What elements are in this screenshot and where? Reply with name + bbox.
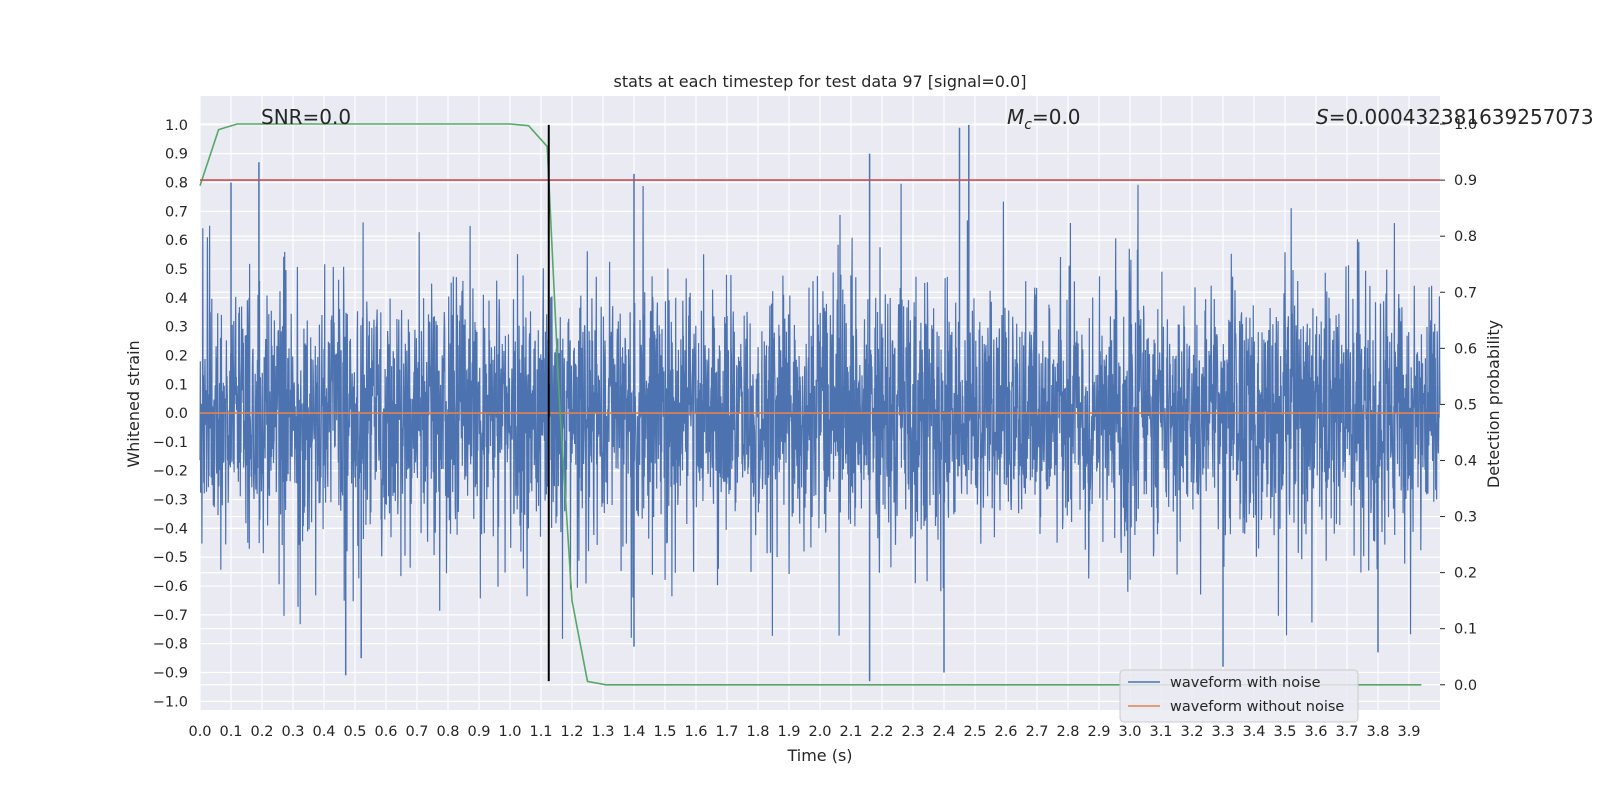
x-tick-label: 3.1 (1149, 724, 1172, 740)
x-axis-label: Time (s) (786, 746, 852, 765)
y-axis-label-left: Whitened strain (124, 340, 143, 467)
annotation-s-value: =0.000432381639257073 (1329, 105, 1594, 129)
y-tick-label-right: 0.9 (1454, 173, 1477, 189)
legend-label-noise: waveform with noise (1170, 675, 1321, 691)
x-tick-label: 1.9 (777, 724, 800, 740)
x-tick-label: 2.1 (839, 724, 862, 740)
y-tick-label-left: −0.1 (153, 435, 188, 451)
annotation-snr: SNR=0.0 (261, 105, 351, 129)
y-tick-label-right: 0.5 (1454, 397, 1477, 413)
x-tick-label: 0.7 (405, 724, 428, 740)
y-tick-labels-right: 0.0 0.1 0.2 0.3 0.4 0.5 0.6 0.7 0.8 0.9 1.0 (1440, 117, 1477, 694)
annotation-mc-subscript: c (1024, 117, 1032, 133)
x-tick-label: 1.2 (560, 724, 583, 740)
x-tick-label: 3.7 (1335, 724, 1358, 740)
x-tick-label: 0.3 (281, 724, 304, 740)
y-tick-label-right: 0.3 (1454, 510, 1477, 526)
y-tick-label-left: 0.2 (165, 348, 188, 364)
legend-label-clean: waveform without noise (1170, 699, 1344, 715)
y-tick-label-left: −1.0 (153, 694, 188, 710)
x-tick-label: 0.2 (250, 724, 273, 740)
y-tick-label-left: 0.4 (165, 291, 188, 307)
y-tick-label-left: −0.6 (153, 579, 188, 595)
x-tick-label: 2.9 (1087, 724, 1110, 740)
x-tick-label: 2.7 (1025, 724, 1048, 740)
annotation-mc: Mc=0.0 (1007, 105, 1081, 133)
x-tick-label: 1.8 (746, 724, 769, 740)
x-tick-label: 3.0 (1118, 724, 1141, 740)
x-tick-label: 3.2 (1180, 724, 1203, 740)
y-axis-label-right: Detection probability (1484, 320, 1503, 488)
x-tick-label: 1.5 (653, 724, 676, 740)
x-tick-label: 1.3 (591, 724, 614, 740)
legend-box (1119, 669, 1359, 723)
y-tick-label-right: 0.8 (1454, 229, 1477, 245)
y-tick-label-left: −0.7 (153, 608, 188, 624)
annotation-s-symbol: S (1316, 105, 1329, 129)
x-tick-label: 3.3 (1211, 724, 1234, 740)
x-tick-label: 3.4 (1242, 724, 1265, 740)
x-tick-label: 0.8 (436, 724, 459, 740)
x-tick-label: 1.6 (684, 724, 707, 740)
noise-waveform-path (199, 183, 1441, 639)
x-tick-label: 1.4 (622, 724, 645, 740)
y-tick-label-left: 0.6 (165, 233, 188, 249)
y-tick-label-right: 0.4 (1454, 453, 1477, 469)
x-tick-label: 1.0 (498, 724, 521, 740)
x-tick-label: 3.5 (1273, 724, 1296, 740)
y-tick-label-right: 1.0 (1454, 117, 1477, 133)
y-tick-label-left: 0.0 (165, 406, 188, 422)
annotation-s: S=0.000432381639257073 (1316, 105, 1594, 129)
annotation-mc-value: =0.0 (1032, 105, 1081, 129)
x-tick-label: 0.1 (219, 724, 242, 740)
x-tick-label: 2.8 (1056, 724, 1079, 740)
y-tick-label-left: −0.8 (153, 637, 188, 653)
y-tick-label-right: 0.6 (1454, 341, 1477, 357)
y-tick-label-left: 0.5 (165, 262, 188, 278)
y-tick-label-left: −0.3 (153, 493, 188, 509)
y-tick-label-left: 0.7 (165, 204, 188, 220)
series-line-3 (199, 123, 1422, 686)
y-tick-labels-left: −1.0 −0.9 −0.8 −0.7 −0.6 −0.5 −0.4 −0.3 −0.2 −0.1… (153, 118, 188, 711)
x-tick-label: 0.4 (312, 724, 335, 740)
y-tick-label-left: 0.1 (165, 377, 188, 393)
x-tick-label: 2.2 (870, 724, 893, 740)
x-tick-label: 0.6 (374, 724, 397, 740)
series-waveform-with-noise (199, 124, 1441, 682)
x-tick-label: 1.7 (715, 724, 738, 740)
y-tick-label-left: −0.2 (153, 464, 188, 480)
y-tick-label-left: 1.0 (165, 118, 188, 134)
chart-title: stats at each timestep for test data 97 … (614, 72, 1027, 91)
x-tick-label: 0.0 (188, 724, 211, 740)
legend: waveform with noise waveform without noi… (1119, 669, 1359, 723)
y-tick-label-right: 0.0 (1454, 678, 1477, 694)
y-tick-label-right: 0.7 (1454, 285, 1477, 301)
x-tick-label: 3.9 (1397, 724, 1420, 740)
x-tick-label: 2.0 (808, 724, 831, 740)
x-tick-label: 2.5 (963, 724, 986, 740)
series-lines (199, 123, 1440, 686)
x-tick-label: 3.8 (1366, 724, 1389, 740)
x-tick-label: 0.9 (467, 724, 490, 740)
x-tick-label: 1.1 (529, 724, 552, 740)
x-tick-label: 3.6 (1304, 724, 1327, 740)
y-tick-label-left: 0.3 (165, 320, 188, 336)
annotation-mc-symbol: M (1007, 105, 1024, 129)
y-tick-label-left: −0.4 (153, 521, 188, 537)
y-tick-label-left: 0.8 (165, 175, 188, 191)
x-tick-label: 2.6 (994, 724, 1017, 740)
x-tick-label: 2.3 (901, 724, 924, 740)
y-tick-label-right: 0.2 (1454, 566, 1477, 582)
y-tick-label-left: −0.9 (153, 666, 188, 682)
x-tick-label: 2.4 (932, 724, 955, 740)
y-tick-label-left: −0.5 (153, 550, 188, 566)
y-tick-label-right: 0.1 (1454, 622, 1477, 638)
x-tick-label: 0.5 (343, 724, 366, 740)
x-tick-labels: 0.0 0.1 0.2 0.3 0.4 0.5 0.6 0.7 0.8 0.9 1.0 1.1 1.2 1… (188, 724, 1420, 740)
y-tick-label-left: 0.9 (165, 147, 188, 163)
